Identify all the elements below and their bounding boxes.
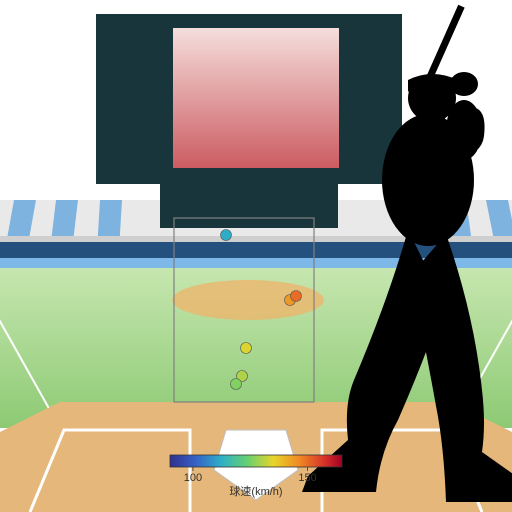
scoreboard-stand bbox=[160, 184, 338, 228]
scoreboard-screen bbox=[173, 28, 339, 168]
bleacher-stripe bbox=[52, 200, 78, 236]
pitch-location-chart: 100 150 球速(km/h) bbox=[0, 0, 512, 512]
pitch-marker bbox=[291, 291, 302, 302]
colorbar-tick-label: 100 bbox=[184, 472, 202, 484]
bleacher-stripe bbox=[98, 200, 122, 236]
colorbar bbox=[170, 455, 342, 467]
pitch-marker bbox=[221, 230, 232, 241]
pitch-marker bbox=[231, 379, 242, 390]
pitch-marker bbox=[241, 343, 252, 354]
colorbar-label: 球速(km/h) bbox=[229, 484, 282, 498]
colorbar-tick-label: 150 bbox=[298, 472, 316, 484]
mound bbox=[172, 280, 324, 320]
